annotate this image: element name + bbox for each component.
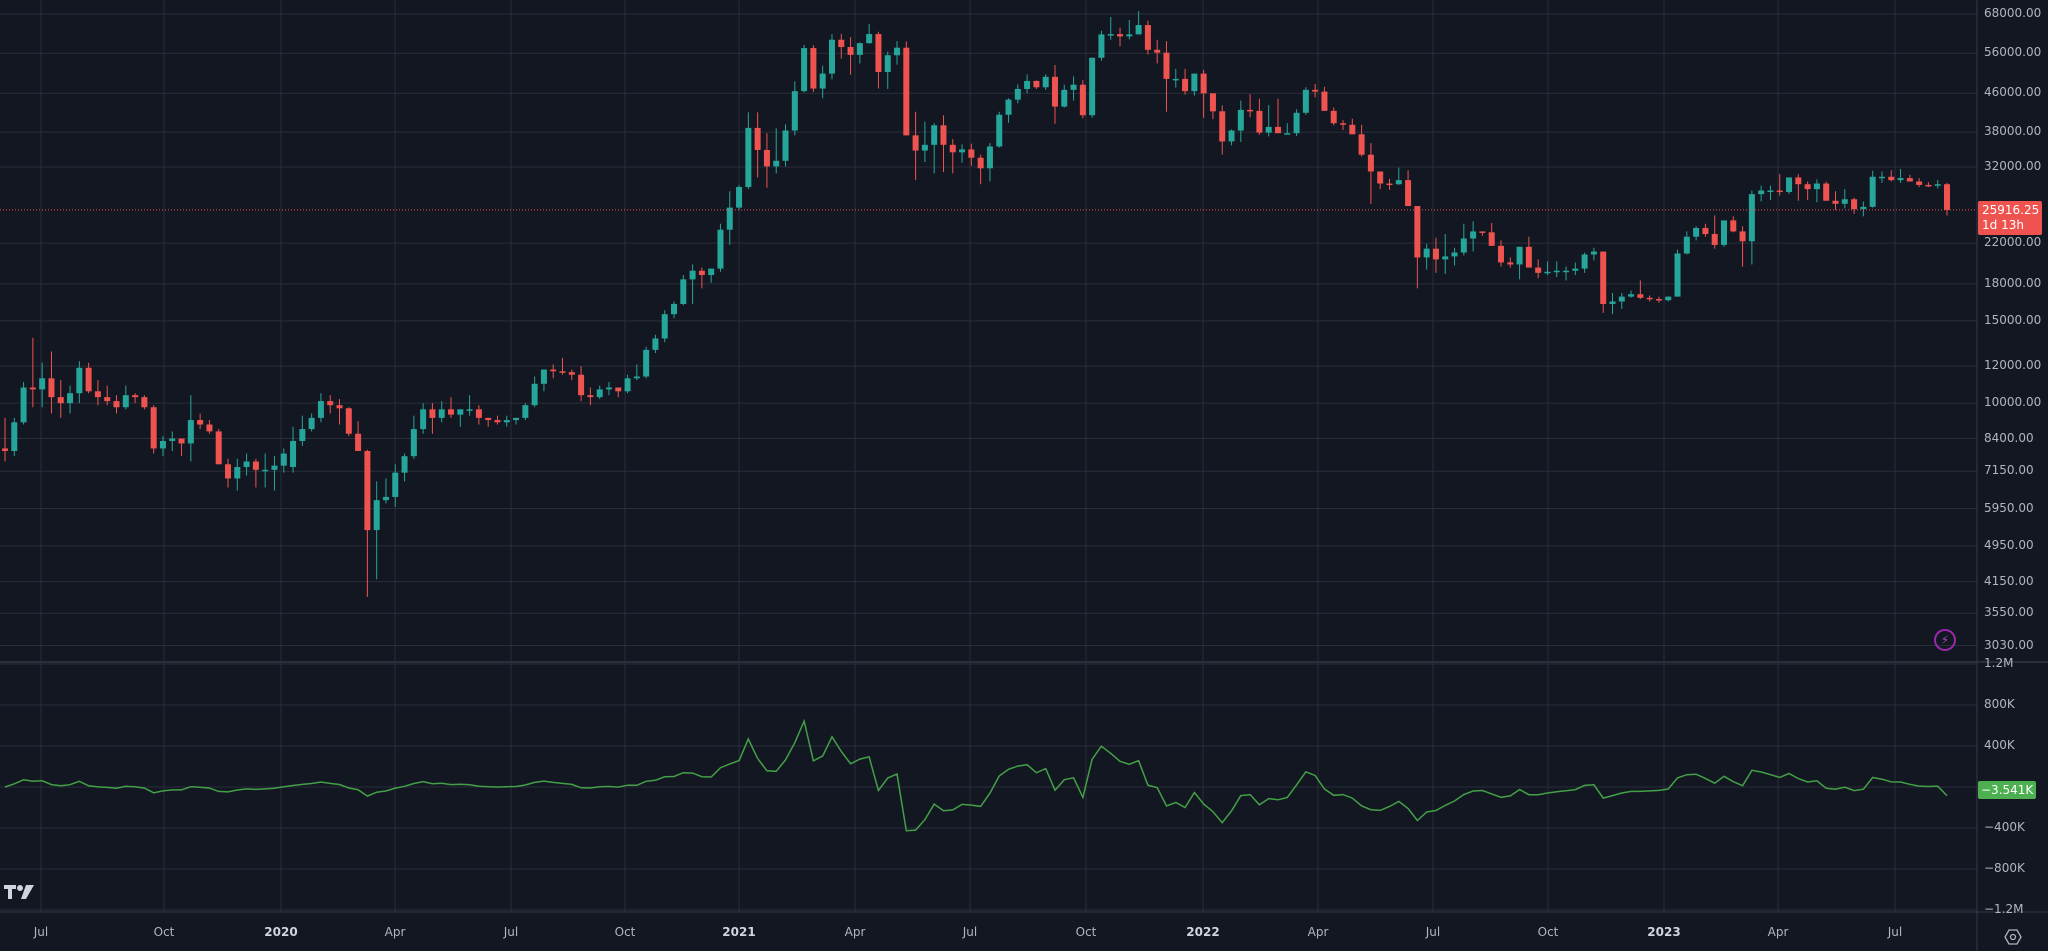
price-tick-label: 18000.00 [1984,275,2042,290]
time-tick-label: Jul [1887,925,1903,939]
grid-lines [0,0,1977,912]
last-price-value: 25916.25 [1982,203,2040,217]
time-tick-label: 2021 [722,925,756,939]
price-tick-label: 56000.00 [1984,45,2042,60]
time-tick-label: Jul [962,925,978,939]
time-tick-label: Jul [33,925,49,939]
time-tick-label: Jul [1425,925,1441,939]
bar-countdown: 1d 13h [1982,218,2024,232]
price-tick-label: 22000.00 [1984,235,2042,250]
indicator-tick-label: 400K [1984,738,2015,752]
time-tick-label: 2022 [1186,925,1220,939]
price-tick-label: 4950.00 [1984,537,2034,552]
time-tick-label: Apr [1307,925,1329,939]
time-tick-label: 2023 [1647,925,1681,939]
price-tick-label: 46000.00 [1984,85,2042,100]
indicator-line [4,718,1948,832]
indicator-value-badge: −3.541K [1978,781,2036,799]
settings-hexagon-icon[interactable] [2004,928,2022,950]
price-tick-label: 15000.00 [1984,312,2042,327]
price-tick-label: 3550.00 [1984,605,2034,620]
indicator-tick-label: −800K [1984,861,2025,875]
indicator-tick-label: 1.2M [1984,656,2014,670]
time-tick-label: 2020 [264,925,298,939]
indicator-tick-label: −1.2M [1984,902,2024,916]
time-tick-label: Oct [614,925,636,939]
time-tick-label: Oct [1537,925,1559,939]
price-tick-label: 5950.00 [1984,500,2034,515]
last-price-badge: 25916.25 1d 13h [1978,201,2042,235]
price-tick-label: 8400.00 [1984,430,2034,445]
lightning-bolt-icon[interactable]: ⚡ [1934,629,1956,651]
time-tick-label: Apr [1767,925,1789,939]
price-candles [2,11,1950,597]
time-tick-label: Apr [384,925,406,939]
time-tick-label: Apr [844,925,866,939]
price-tick-label: 7150.00 [1984,463,2034,478]
time-tick-label: Oct [1075,925,1097,939]
time-tick-label: Oct [153,925,175,939]
time-tick-label: Jul [503,925,519,939]
price-tick-label: 68000.00 [1984,6,2042,20]
price-tick-label: 38000.00 [1984,124,2042,139]
tradingview-logo-icon[interactable] [4,884,36,904]
price-tick-label: 10000.00 [1984,395,2042,410]
indicator-tick-label: 800K [1984,697,2015,711]
price-tick-label: 3030.00 [1984,637,2034,652]
price-tick-label: 32000.00 [1984,159,2042,174]
indicator-tick-label: −400K [1984,820,2025,834]
price-tick-label: 4150.00 [1984,573,2034,588]
price-tick-label: 12000.00 [1984,358,2042,373]
